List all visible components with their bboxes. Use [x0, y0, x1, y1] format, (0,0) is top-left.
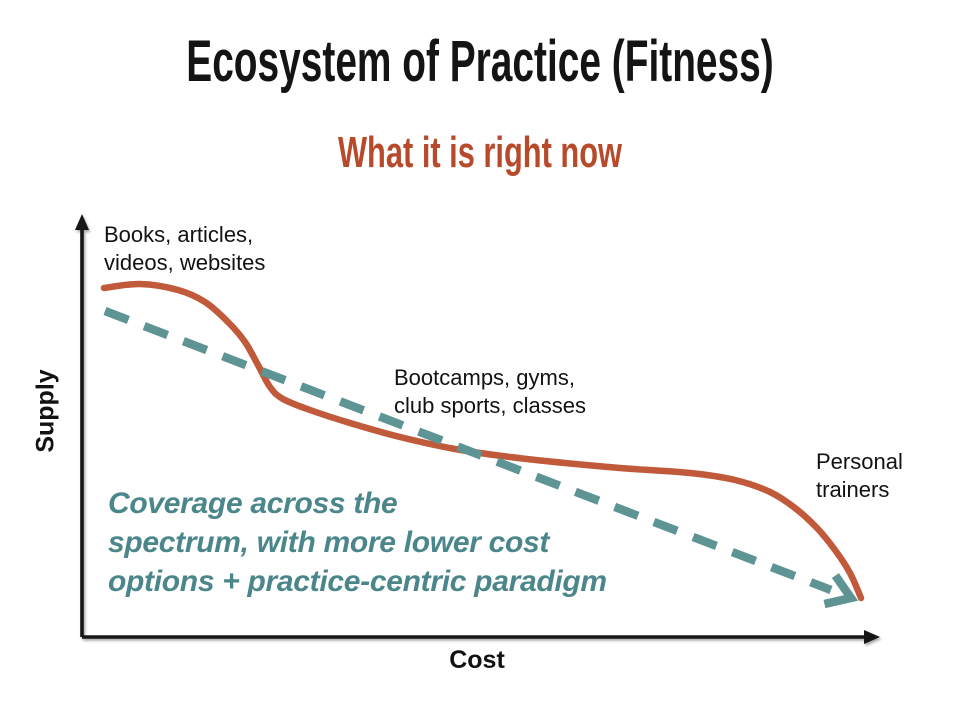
axes-group [75, 214, 880, 644]
annotation-bootcamps: Bootcamps, gyms, club sports, classes [394, 365, 586, 418]
annotation-personal-trainers: Personal trainers [816, 449, 903, 502]
slide-title: Ecosystem of Practice (Fitness) [186, 29, 774, 94]
trend-arrow-group [103, 307, 859, 609]
y-axis-arrowhead-icon [75, 214, 89, 230]
trend-arrow-dashed-line [103, 307, 833, 594]
y-axis-label: Supply [31, 369, 60, 453]
x-axis-arrowhead-icon [864, 630, 880, 644]
coverage-caption: Coverage across the spectrum, with more … [108, 487, 607, 598]
annotation-books: Books, articles, videos, websites [104, 222, 266, 275]
supply-curve-path [100, 280, 865, 602]
x-axis-label: Cost [449, 646, 505, 674]
slide-subtitle: What it is right now [337, 128, 623, 177]
trend-arrow-head-icon [823, 573, 859, 609]
